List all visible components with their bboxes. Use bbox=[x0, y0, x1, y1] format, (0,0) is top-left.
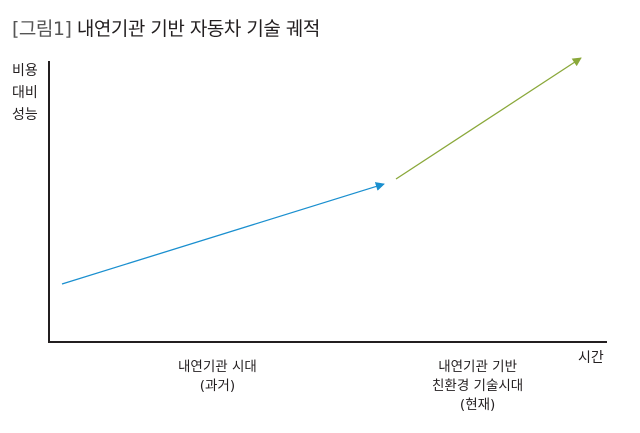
present-trajectory-arrow bbox=[395, 57, 582, 180]
category-label-line: 내연기관 시대 bbox=[178, 359, 257, 375]
category-label-line: (과거) bbox=[199, 378, 236, 394]
x-axis-label: 시간 bbox=[578, 350, 604, 366]
category-label-line: 내연기관 기반 bbox=[438, 359, 518, 375]
y-axis-label-line: 대비 bbox=[12, 85, 38, 101]
figure-title-text: 내연기관 기반 자동차 기술 궤적 bbox=[76, 18, 320, 40]
category-label-line: 친환경 기술시대 bbox=[432, 378, 524, 394]
y-axis-label: 비용 대비 성능 bbox=[12, 60, 38, 126]
category-label-line: (현재) bbox=[459, 397, 496, 413]
figure-tag: [그림1] bbox=[12, 18, 72, 40]
category-label-present: 내연기관 기반 친환경 기술시대 (현재) bbox=[432, 358, 523, 415]
category-label-past: 내연기관 시대 (과거) bbox=[178, 358, 257, 396]
y-axis-label-line: 비용 bbox=[12, 63, 38, 79]
figure-title: [그림1] 내연기관 기반 자동차 기술 궤적 bbox=[12, 14, 320, 41]
past-trajectory-arrow bbox=[61, 182, 385, 285]
y-axis-label-line: 성능 bbox=[12, 107, 38, 123]
